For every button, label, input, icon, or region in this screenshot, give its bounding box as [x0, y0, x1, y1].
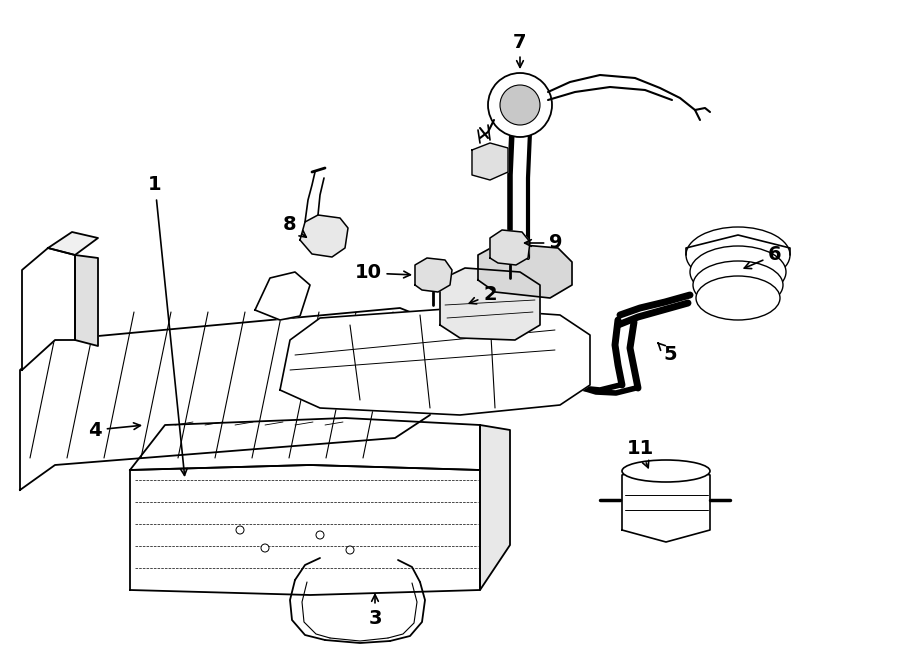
Polygon shape [415, 258, 452, 292]
Circle shape [346, 546, 354, 554]
Polygon shape [490, 230, 530, 265]
Circle shape [236, 526, 244, 534]
Text: 9: 9 [525, 233, 562, 253]
Text: 6: 6 [744, 245, 782, 268]
Polygon shape [478, 243, 572, 298]
Polygon shape [255, 272, 310, 320]
Text: 8: 8 [284, 215, 306, 237]
Polygon shape [472, 143, 508, 180]
Ellipse shape [693, 261, 783, 309]
Ellipse shape [686, 227, 790, 283]
Polygon shape [440, 268, 540, 340]
Text: 11: 11 [626, 438, 653, 468]
Polygon shape [480, 425, 510, 590]
Text: 5: 5 [658, 343, 677, 364]
Ellipse shape [696, 276, 780, 320]
Text: 7: 7 [513, 32, 526, 67]
Circle shape [261, 544, 269, 552]
Ellipse shape [622, 460, 710, 482]
Polygon shape [280, 308, 590, 415]
Text: 10: 10 [355, 264, 410, 282]
Text: 4: 4 [88, 420, 140, 440]
Circle shape [316, 531, 324, 539]
Polygon shape [48, 232, 98, 255]
Polygon shape [22, 248, 75, 370]
Text: 3: 3 [368, 595, 382, 627]
Polygon shape [300, 215, 348, 257]
Polygon shape [130, 465, 480, 595]
Polygon shape [20, 308, 430, 490]
Circle shape [488, 73, 552, 137]
Text: 1: 1 [148, 176, 187, 475]
Polygon shape [130, 418, 480, 470]
Circle shape [500, 85, 540, 125]
Ellipse shape [690, 246, 786, 298]
Text: 2: 2 [469, 286, 497, 305]
Polygon shape [75, 255, 98, 346]
Polygon shape [622, 462, 710, 542]
